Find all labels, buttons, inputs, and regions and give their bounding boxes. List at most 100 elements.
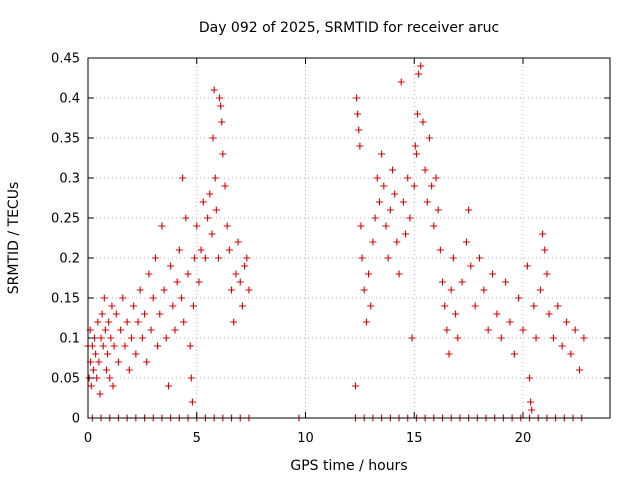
- data-point: [109, 382, 117, 390]
- data-point: [234, 238, 242, 246]
- y-tick-label: 0.45: [51, 52, 80, 67]
- data-point: [121, 342, 129, 350]
- data-point: [523, 262, 531, 270]
- data-point: [141, 310, 149, 318]
- y-tick-label: 0.2: [59, 252, 80, 267]
- data-point: [119, 294, 127, 302]
- y-tick-label: 0.25: [51, 212, 80, 227]
- data-point: [536, 286, 544, 294]
- data-point: [223, 222, 231, 230]
- data-point: [175, 246, 183, 254]
- data-point: [404, 174, 412, 182]
- data-point: [391, 190, 399, 198]
- data-point: [169, 302, 177, 310]
- data-point: [151, 254, 159, 262]
- data-point: [184, 270, 192, 278]
- data-point: [412, 150, 420, 158]
- data-point: [414, 110, 422, 118]
- data-points: [84, 62, 588, 422]
- data-point: [497, 334, 505, 342]
- data-point: [449, 254, 457, 262]
- data-point: [397, 78, 405, 86]
- x-tick-label: 20: [515, 431, 532, 446]
- x-tick-label: 15: [406, 431, 423, 446]
- data-point: [201, 254, 209, 262]
- y-tick-label: 0.4: [59, 92, 80, 107]
- data-point: [217, 102, 225, 110]
- data-point: [386, 206, 394, 214]
- data-point: [532, 334, 540, 342]
- data-point: [395, 270, 403, 278]
- data-point: [132, 350, 140, 358]
- data-point: [179, 174, 187, 182]
- data-point: [98, 310, 106, 318]
- data-point: [136, 286, 144, 294]
- data-point: [471, 302, 479, 310]
- data-point: [434, 206, 442, 214]
- x-tick-label: 0: [84, 431, 92, 446]
- data-point: [411, 142, 419, 150]
- data-point: [204, 214, 212, 222]
- data-point: [389, 166, 396, 174]
- data-point: [189, 302, 197, 310]
- data-point: [208, 230, 216, 238]
- data-point: [154, 342, 162, 350]
- data-point: [545, 310, 553, 318]
- data-point: [576, 366, 584, 374]
- data-point: [382, 222, 390, 230]
- data-point: [393, 238, 401, 246]
- data-point: [143, 358, 151, 366]
- data-point: [96, 390, 104, 398]
- data-point: [467, 262, 475, 270]
- data-point: [243, 254, 251, 262]
- data-point: [97, 334, 105, 342]
- data-point: [117, 326, 125, 334]
- data-point: [112, 310, 120, 318]
- data-point: [228, 286, 236, 294]
- data-point: [211, 174, 219, 182]
- data-point: [114, 358, 122, 366]
- data-point: [215, 254, 222, 262]
- data-point: [484, 326, 492, 334]
- data-point: [571, 326, 579, 334]
- data-point: [527, 398, 535, 406]
- data-point: [399, 198, 407, 206]
- x-axis-label: GPS time / hours: [290, 458, 407, 474]
- data-point: [539, 230, 547, 238]
- data-point: [462, 238, 470, 246]
- data-point: [180, 318, 188, 326]
- data-point: [493, 310, 501, 318]
- data-point: [580, 334, 588, 342]
- data-point: [195, 278, 203, 286]
- data-point: [95, 358, 103, 366]
- data-point: [515, 294, 523, 302]
- data-point: [123, 318, 131, 326]
- data-point: [567, 350, 575, 358]
- data-point: [415, 70, 423, 78]
- data-point: [209, 134, 217, 142]
- data-point: [92, 350, 100, 358]
- data-point: [358, 254, 366, 262]
- y-tick-label: 0.05: [51, 372, 80, 387]
- data-point: [454, 334, 462, 342]
- chart-title: Day 092 of 2025, SRMTID for receiver aru…: [199, 20, 499, 36]
- data-point: [489, 270, 497, 278]
- data-point: [408, 334, 416, 342]
- data-point: [188, 398, 196, 406]
- x-tick-label: 5: [193, 431, 201, 446]
- data-point: [439, 278, 447, 286]
- data-point: [105, 318, 113, 326]
- data-point: [107, 334, 115, 342]
- y-tick-label: 0.1: [59, 332, 80, 347]
- data-point: [149, 294, 157, 302]
- data-point: [445, 350, 453, 358]
- plot-frame: [87, 57, 611, 419]
- data-point: [110, 342, 118, 350]
- grid-lines: [88, 58, 610, 418]
- data-point: [447, 286, 455, 294]
- data-point: [245, 286, 253, 294]
- data-point: [452, 310, 460, 318]
- data-point: [558, 342, 566, 350]
- data-point: [238, 302, 246, 310]
